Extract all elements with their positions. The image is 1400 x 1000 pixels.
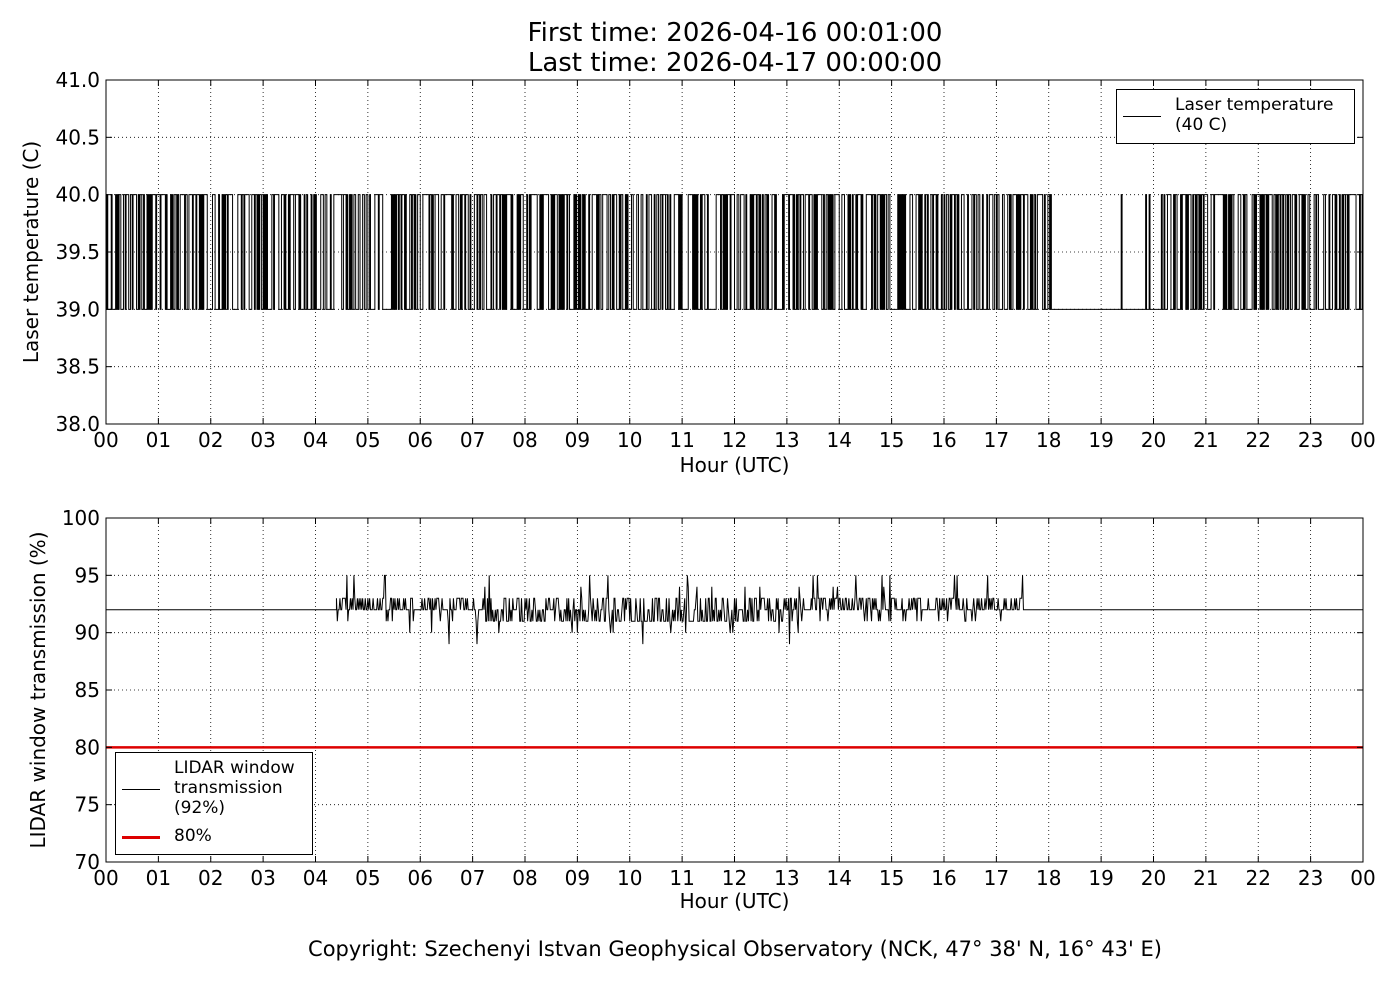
x-tick-label: 17	[984, 428, 1009, 452]
x-tick-label: 10	[617, 428, 642, 452]
y-axis-label: Laser temperature (C)	[19, 141, 43, 363]
legend-label-lidar: LIDAR window transmission (92%)	[174, 758, 295, 818]
y-tick-label: 40.5	[55, 125, 100, 149]
x-tick-label: 06	[408, 866, 433, 890]
x-tick-label: 23	[1298, 866, 1323, 890]
x-tick-label: 21	[1193, 428, 1218, 452]
y-tick-label: 75	[75, 793, 100, 817]
laser-temperature-plot: 00 01 02 03 04 05 06 07 08 09 10 11 12 13 14 15 16 17 18 19…	[19, 68, 1376, 477]
x-tick-label: 00	[1350, 428, 1375, 452]
x-tick-label: 02	[198, 866, 223, 890]
x-tick-label: 07	[460, 866, 485, 890]
x-tick-label: 08	[512, 428, 537, 452]
x-tick-label: 05	[355, 428, 380, 452]
legend-lidar: LIDAR window transmission (92%) 80%	[115, 752, 313, 855]
legend-swatch-lidar	[122, 789, 160, 790]
x-axis-label: Hour (UTC)	[680, 889, 790, 913]
x-tick-label: 03	[250, 866, 275, 890]
x-tick-label: 11	[669, 866, 694, 890]
x-tick-label: 14	[827, 428, 852, 452]
x-tick-label: 04	[303, 428, 328, 452]
y-tick-label: 41.0	[55, 68, 100, 92]
x-tick-label: 07	[460, 428, 485, 452]
x-tick-label: 00	[93, 866, 118, 890]
x-tick-label: 12	[722, 428, 747, 452]
x-tick-label: 01	[146, 866, 171, 890]
x-tick-label: 19	[1088, 866, 1113, 890]
x-tick-label: 21	[1193, 866, 1218, 890]
x-tick-label: 00	[93, 428, 118, 452]
y-tick-label: 39.0	[55, 297, 100, 321]
x-tick-label: 19	[1088, 428, 1113, 452]
x-tick-label: 05	[355, 866, 380, 890]
y-tick-label: 85	[75, 678, 100, 702]
x-tick-label: 09	[565, 428, 590, 452]
y-tick-label: 100	[62, 506, 100, 530]
x-tick-label: 18	[1036, 866, 1061, 890]
x-tick-label: 16	[931, 428, 956, 452]
x-tick-label: 22	[1246, 866, 1271, 890]
x-tick-label: 01	[146, 428, 171, 452]
x-tick-label: 16	[931, 866, 956, 890]
y-tick-label: 95	[75, 563, 100, 587]
x-tick-label: 15	[879, 866, 904, 890]
legend-label-laser: Laser temperature (40 C)	[1175, 95, 1334, 135]
x-tick-label: 04	[303, 866, 328, 890]
x-tick-label: 02	[198, 428, 223, 452]
x-tick-label: 15	[879, 428, 904, 452]
y-tick-label: 70	[75, 850, 100, 874]
copyright-text: Copyright: Szechenyi Istvan Geophysical …	[308, 937, 1162, 961]
x-tick-label: 09	[565, 866, 590, 890]
legend-laser: Laser temperature (40 C)	[1116, 89, 1355, 144]
x-tick-label: 10	[617, 866, 642, 890]
title-last-time: Last time: 2026-04-17 00:00:00	[527, 48, 943, 78]
x-tick-label: 23	[1298, 428, 1323, 452]
x-tick-label: 00	[1350, 866, 1375, 890]
series-lidar-transmission	[106, 574, 1363, 645]
lidar-transmission-plot: 00 01 02 03 04 05 06 07 08 09 10 11 12 13 14 15 16 17 18 19…	[26, 506, 1376, 913]
y-tick-label: 80	[75, 735, 100, 759]
x-tick-label: 18	[1036, 428, 1061, 452]
x-tick-label: 03	[250, 428, 275, 452]
y-tick-label: 90	[75, 621, 100, 645]
x-tick-label: 13	[774, 866, 799, 890]
y-tick-label: 38.5	[55, 355, 100, 379]
legend-label-80: 80%	[174, 826, 212, 846]
legend-swatch-laser	[1123, 116, 1161, 117]
y-tick-label: 38.0	[55, 412, 100, 436]
legend-swatch-80	[122, 836, 160, 839]
x-tick-label: 20	[1141, 866, 1166, 890]
y-tick-label: 39.5	[55, 240, 100, 264]
x-tick-label: 13	[774, 428, 799, 452]
y-tick-label: 40.0	[55, 183, 100, 207]
series-laser-temperature	[106, 194, 1363, 310]
x-tick-label: 06	[408, 428, 433, 452]
x-axis-label: Hour (UTC)	[680, 453, 790, 477]
y-axis-label: LIDAR window transmission (%)	[26, 532, 50, 849]
x-tick-label: 12	[722, 866, 747, 890]
title-first-time: First time: 2026-04-16 00:01:00	[527, 18, 943, 48]
x-tick-label: 20	[1141, 428, 1166, 452]
x-tick-label: 08	[512, 866, 537, 890]
x-tick-label: 22	[1246, 428, 1271, 452]
x-tick-label: 11	[669, 428, 694, 452]
x-tick-label: 14	[827, 866, 852, 890]
x-tick-label: 17	[984, 866, 1009, 890]
